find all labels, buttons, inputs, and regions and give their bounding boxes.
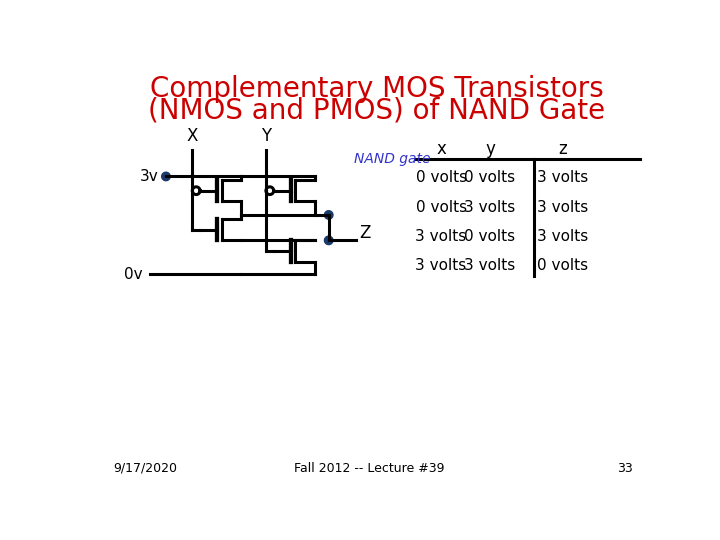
Text: 0 volts: 0 volts	[464, 170, 516, 185]
Text: 3 volts: 3 volts	[537, 199, 588, 214]
Text: X: X	[186, 127, 198, 145]
Text: (NMOS and PMOS) of NAND Gate: (NMOS and PMOS) of NAND Gate	[148, 96, 606, 124]
Text: x: x	[436, 140, 446, 159]
Text: Y: Y	[261, 127, 271, 145]
Text: 3 volts: 3 volts	[415, 258, 467, 273]
Text: 9/17/2020: 9/17/2020	[113, 462, 177, 475]
Polygon shape	[162, 172, 170, 181]
Text: Z: Z	[360, 224, 371, 242]
Text: 3 volts: 3 volts	[464, 258, 516, 273]
Text: 0v: 0v	[124, 267, 143, 282]
Polygon shape	[325, 236, 333, 245]
Text: z: z	[559, 140, 567, 159]
Polygon shape	[325, 211, 333, 219]
Text: 3 volts: 3 volts	[464, 199, 516, 214]
Text: 0 volts: 0 volts	[415, 199, 467, 214]
Text: 0 volts: 0 volts	[464, 229, 516, 244]
Text: 3v: 3v	[140, 169, 158, 184]
Text: 3 volts: 3 volts	[415, 229, 467, 244]
Text: 3 volts: 3 volts	[537, 170, 588, 185]
Text: 33: 33	[617, 462, 632, 475]
Text: Complementary MOS Transistors: Complementary MOS Transistors	[150, 76, 603, 104]
Text: 3 volts: 3 volts	[537, 229, 588, 244]
Text: 0 volts: 0 volts	[537, 258, 588, 273]
Text: y: y	[485, 140, 495, 159]
Text: 0 volts: 0 volts	[415, 170, 467, 185]
Text: NAND gate: NAND gate	[354, 152, 430, 166]
Text: Fall 2012 -- Lecture #39: Fall 2012 -- Lecture #39	[294, 462, 444, 475]
